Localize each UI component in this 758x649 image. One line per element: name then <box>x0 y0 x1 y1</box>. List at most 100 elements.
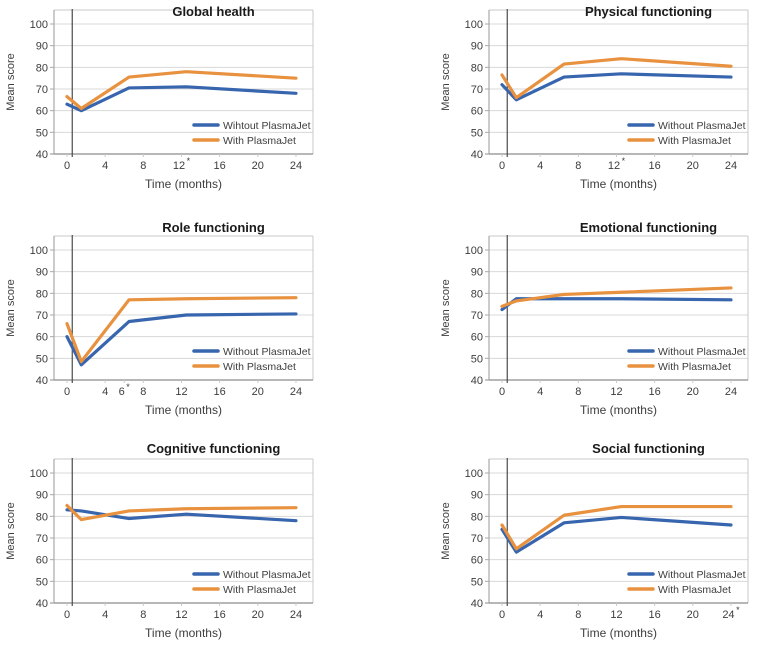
svg-text:4: 4 <box>537 386 543 398</box>
svg-text:4: 4 <box>102 609 108 621</box>
svg-text:40: 40 <box>471 598 483 610</box>
svg-text:8: 8 <box>575 160 581 172</box>
svg-text:50: 50 <box>471 353 483 365</box>
svg-text:4: 4 <box>537 160 543 172</box>
svg-text:12*: 12 * <box>608 156 626 172</box>
svg-text:70: 70 <box>471 533 483 545</box>
svg-text:8: 8 <box>575 386 581 398</box>
svg-text:24: 24 <box>290 386 302 398</box>
svg-text:40: 40 <box>36 598 48 610</box>
svg-text:Time (months): Time (months) <box>145 626 222 640</box>
svg-text:100: 100 <box>465 245 483 257</box>
svg-text:20: 20 <box>687 160 699 172</box>
svg-text:50: 50 <box>471 576 483 588</box>
svg-text:60: 60 <box>471 555 483 567</box>
svg-text:60: 60 <box>471 332 483 344</box>
svg-text:100: 100 <box>30 19 48 31</box>
svg-text:16: 16 <box>649 609 661 621</box>
svg-text:8: 8 <box>140 160 146 172</box>
svg-text:With PlasmaJet: With PlasmaJet <box>223 584 296 596</box>
svg-text:Without PlasmaJet: Without PlasmaJet <box>658 569 746 581</box>
svg-text:16: 16 <box>649 386 661 398</box>
svg-text:4: 4 <box>537 609 543 621</box>
svg-text:8: 8 <box>140 609 146 621</box>
svg-text:100: 100 <box>30 468 48 480</box>
chart-panel-cognitive-functioning: 40 50 60 70 80 90 100 0 4 8 12 16 20 24 Time (months) M… <box>0 433 379 649</box>
svg-text:50: 50 <box>36 576 48 588</box>
svg-text:4: 4 <box>102 160 108 172</box>
svg-text:With PlasmaJet: With PlasmaJet <box>658 135 731 147</box>
svg-text:Time (months): Time (months) <box>580 177 657 191</box>
svg-text:With PlasmaJet: With PlasmaJet <box>223 135 296 147</box>
chart-panel-physical-functioning: 40 50 60 70 80 90 100 0 4 8 12 * 16 20 24 Time (months)… <box>379 0 758 216</box>
svg-text:4: 4 <box>102 386 108 398</box>
svg-text:Time (months): Time (months) <box>580 626 657 640</box>
svg-text:40: 40 <box>471 149 483 161</box>
svg-text:Without PlasmaJet: Without PlasmaJet <box>223 569 311 581</box>
svg-text:20: 20 <box>252 386 264 398</box>
line-chart-role-functioning: 40 50 60 70 80 90 100 0 4 6* 8 12 16 20 24 Time (months… <box>5 220 314 417</box>
svg-text:6*: 6* <box>119 382 131 398</box>
svg-text:90: 90 <box>36 267 48 279</box>
svg-text:0: 0 <box>499 386 505 398</box>
svg-text:80: 80 <box>471 288 483 300</box>
svg-text:12: 12 <box>175 386 187 398</box>
chart-panel-role-functioning: 40 50 60 70 80 90 100 0 4 6* 8 12 16 20 24 Time (months… <box>0 216 379 433</box>
line-chart-global-health: 40 50 60 70 80 90 100 0 4 8 12 * 16 20 24 Time (months)… <box>5 4 314 191</box>
svg-text:20: 20 <box>252 160 264 172</box>
svg-text:100: 100 <box>465 468 483 480</box>
svg-text:70: 70 <box>36 84 48 96</box>
svg-text:20: 20 <box>687 609 699 621</box>
svg-text:24: 24 <box>725 160 737 172</box>
svg-text:100: 100 <box>30 245 48 257</box>
svg-text:80: 80 <box>471 511 483 523</box>
svg-text:50: 50 <box>471 127 483 139</box>
svg-text:Mean score: Mean score <box>5 279 17 336</box>
svg-text:90: 90 <box>471 267 483 279</box>
svg-text:8: 8 <box>575 609 581 621</box>
svg-text:Mean score: Mean score <box>5 53 17 110</box>
svg-text:Mean score: Mean score <box>440 279 452 336</box>
svg-text:40: 40 <box>36 375 48 387</box>
svg-text:Wihtout PlasmaJet: Wihtout PlasmaJet <box>223 120 311 132</box>
svg-text:12: 12 <box>175 609 187 621</box>
svg-text:16: 16 <box>214 386 226 398</box>
line-chart-emotional-functioning: 40 50 60 70 80 90 100 0 4 8 12 16 20 24 Time (months) M… <box>440 220 749 417</box>
svg-text:40: 40 <box>36 149 48 161</box>
svg-text:Time (months): Time (months) <box>145 177 222 191</box>
svg-text:Global health: Global health <box>172 4 254 19</box>
svg-text:Cognitive functioning: Cognitive functioning <box>147 441 281 456</box>
svg-text:24*: 24 * <box>722 605 740 621</box>
svg-text:With PlasmaJet: With PlasmaJet <box>658 361 731 373</box>
svg-text:100: 100 <box>465 19 483 31</box>
svg-text:Mean score: Mean score <box>440 502 452 559</box>
line-chart-social-functioning: 40 50 60 70 80 90 100 0 4 8 12 16 20 24 * Time (months)… <box>440 441 749 640</box>
svg-text:70: 70 <box>36 310 48 322</box>
svg-text:50: 50 <box>36 353 48 365</box>
svg-text:80: 80 <box>36 62 48 74</box>
svg-text:Mean score: Mean score <box>440 53 452 110</box>
svg-text:Time (months): Time (months) <box>580 403 657 417</box>
svg-text:40: 40 <box>471 375 483 387</box>
svg-text:20: 20 <box>252 609 264 621</box>
svg-text:24: 24 <box>290 160 302 172</box>
svg-text:16: 16 <box>649 160 661 172</box>
svg-text:16: 16 <box>214 160 226 172</box>
svg-text:Physical functioning: Physical functioning <box>585 4 712 19</box>
chart-panel-emotional-functioning: 40 50 60 70 80 90 100 0 4 8 12 16 20 24 Time (months) M… <box>379 216 758 433</box>
svg-text:Time (months): Time (months) <box>145 403 222 417</box>
svg-text:0: 0 <box>64 609 70 621</box>
svg-text:90: 90 <box>36 490 48 502</box>
svg-text:90: 90 <box>471 490 483 502</box>
svg-text:With PlasmaJet: With PlasmaJet <box>223 361 296 373</box>
svg-text:70: 70 <box>471 84 483 96</box>
svg-text:Emotional functioning: Emotional functioning <box>580 220 717 235</box>
svg-text:70: 70 <box>36 533 48 545</box>
svg-text:0: 0 <box>499 160 505 172</box>
svg-text:0: 0 <box>64 386 70 398</box>
svg-text:Without PlasmaJet: Without PlasmaJet <box>223 346 311 358</box>
svg-text:0: 0 <box>64 160 70 172</box>
svg-text:12*: 12 * <box>173 156 191 172</box>
svg-text:16: 16 <box>214 609 226 621</box>
